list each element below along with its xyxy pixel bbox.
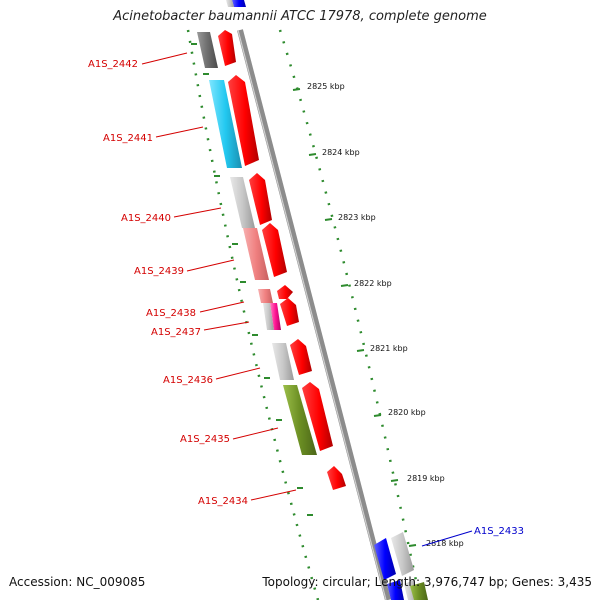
- cds-arrow[interactable]: [290, 339, 312, 375]
- feature-block[interactable]: [258, 289, 273, 303]
- cds-arrow[interactable]: [302, 382, 333, 451]
- gene-label[interactable]: A1S_2436: [163, 375, 213, 386]
- feature-block[interactable]: [272, 343, 294, 380]
- kbp-tick-label: 2822 kbp: [354, 279, 392, 288]
- gene-label[interactable]: A1S_2438: [146, 308, 196, 319]
- kbp-tick-label: 2818 kbp: [426, 539, 464, 548]
- kbp-tick-label: 2820 kbp: [388, 408, 426, 417]
- gene-label[interactable]: A1S_2441: [103, 133, 153, 144]
- feature-blocks[interactable]: [197, 0, 428, 600]
- feature-block[interactable]: [410, 582, 428, 600]
- genome-backbone-highlight: [237, 29, 387, 600]
- feature-block[interactable]: [387, 580, 404, 600]
- gene-boundary-marks: [191, 43, 313, 516]
- kbp-tick-label: 2819 kbp: [407, 474, 445, 483]
- gene-label[interactable]: A1S_2439: [134, 266, 184, 277]
- cds-arrow[interactable]: [280, 298, 299, 326]
- kbp-tick-label: 2823 kbp: [338, 213, 376, 222]
- map-title: Acinetobacter baumannii ATCC 17978, comp…: [113, 9, 487, 24]
- inner-tick-ring: [186, 29, 320, 600]
- genome-stats-text: Topology: circular; Length: 3,976,747 bp…: [262, 575, 592, 589]
- gene-label[interactable]: A1S_2435: [180, 434, 230, 445]
- feature-block[interactable]: [197, 32, 218, 68]
- cds-arrow[interactable]: [249, 173, 272, 225]
- cds-arrow[interactable]: [277, 285, 293, 299]
- kbp-tick-label: 2821 kbp: [370, 344, 408, 353]
- accession-text: Accession: NC_009085: [9, 575, 146, 589]
- cds-arrows[interactable]: [218, 30, 346, 490]
- cds-arrow[interactable]: [228, 75, 259, 166]
- feature-block[interactable]: [263, 303, 274, 330]
- feature-block[interactable]: [270, 303, 281, 330]
- cds-arrow[interactable]: [327, 466, 346, 490]
- genome-backbone: [237, 29, 391, 600]
- feature-block[interactable]: [226, 0, 234, 7]
- feature-block[interactable]: [283, 385, 317, 455]
- feature-block[interactable]: [209, 80, 242, 168]
- feature-block[interactable]: [374, 538, 396, 580]
- cds-arrow[interactable]: [218, 30, 236, 66]
- cds-arrow[interactable]: [262, 223, 287, 277]
- gene-label[interactable]: A1S_2434: [198, 496, 248, 507]
- leader-lines: [141, 52, 473, 547]
- kbp-tick-marks: [292, 88, 417, 547]
- kbp-tick-label: 2825 kbp: [307, 82, 345, 91]
- feature-block[interactable]: [232, 0, 246, 7]
- kbp-tick-label: 2824 kbp: [322, 148, 360, 157]
- gene-label[interactable]: A1S_2442: [88, 59, 138, 70]
- feature-block[interactable]: [230, 177, 255, 228]
- gene-label[interactable]: A1S_2440: [121, 213, 171, 224]
- outer-tick-ring: [278, 29, 422, 600]
- gene-label[interactable]: A1S_2437: [151, 327, 201, 338]
- feature-block[interactable]: [243, 228, 269, 280]
- gene-label[interactable]: A1S_2433: [474, 526, 524, 537]
- feature-block[interactable]: [391, 532, 414, 576]
